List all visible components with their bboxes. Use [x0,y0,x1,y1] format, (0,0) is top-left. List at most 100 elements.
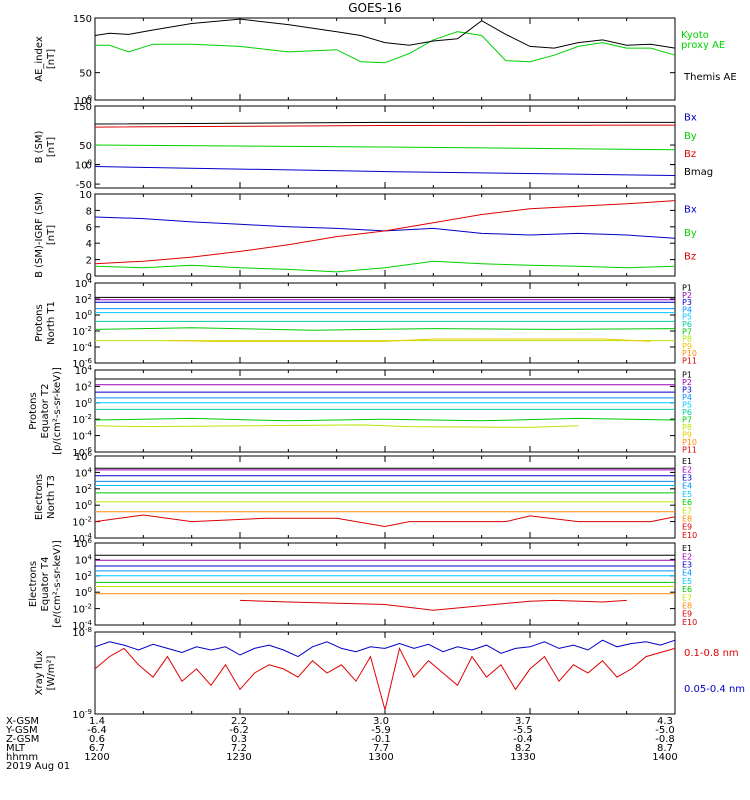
y-tick-label: 104 [75,466,93,479]
legend-label: By [684,131,697,142]
legend-label: E4 [682,482,692,491]
y-tick-label: 0 [86,272,92,283]
footer-row-label: hhmm [6,752,38,763]
legend-label: P9 [682,430,692,439]
y-axis-label: B (SM)-IGRF (SM) [34,192,45,278]
legend-label: Themis AE [683,72,737,83]
legend-label: E1 [682,544,692,553]
legend-label: P2 [682,291,692,300]
footer-row-label: MLT [6,743,26,754]
y-axis-label: Equator T4 [40,557,51,612]
legend-label: P2 [682,378,692,387]
series-line-E9 [94,514,676,528]
y-axis-label: Protons [28,392,39,429]
legend-label: E7 [682,506,692,515]
y-axis-label: B (SM) [34,130,45,163]
y-tick-label: -50 [76,180,92,191]
legend-label: E8 [682,515,692,524]
legend-label: P11 [682,445,697,454]
y-tick-label: 10-6 [72,446,92,459]
y-tick-label: 10-2 [72,516,92,529]
y-tick-label: 102 [75,570,92,583]
y-tick-label: 10-9 [72,708,92,721]
legend-label: P6 [682,408,692,417]
y-axis-label: [nT] [46,49,57,69]
y-tick-label: 102 [75,483,92,496]
series-line-0-1-0-8-nm [94,646,676,711]
y-tick-label: 10-2 [72,603,92,616]
legend-label: P4 [682,393,692,402]
legend-label: E10 [682,618,697,627]
plot-frame [94,369,676,453]
y-tick-label: 100 [75,397,92,410]
footer-value: 1330 [510,752,535,763]
y-tick-label: 150 [73,14,92,25]
orbit-footer: X-GSM 1.4 2.2 3.0 3.7 4.3 Y-GSM -6.4 -6.2 -5.9 -5.… [5,716,678,772]
y-axis-label: [p/(cm²-s-sr-keV)] [52,367,63,455]
legend-label: E9 [682,523,692,532]
footer-value: 0.6 [89,734,105,745]
y-tick-label: 100 [75,309,92,322]
legend-label: E9 [682,610,692,619]
y-tick-label: 10-4 [72,430,92,443]
series-line-Kyoto-proxy-AE [95,31,676,64]
legend-label: proxy AE [681,40,725,51]
y-tick-label: 100 [75,94,92,107]
legend-label: E2 [682,552,692,561]
y-tick-label: 100 [75,586,92,599]
legend-label: P5 [682,313,692,322]
legend-label: E6 [682,585,692,594]
y-tick-label: 4 [86,239,92,250]
y-tick-label: 106 [75,450,93,463]
y-tick-label: 10-4 [72,532,92,545]
y-tick-label: 104 [75,364,93,377]
y-axis-label: Xray flux [34,651,45,696]
footer-value: 3.0 [373,716,389,727]
footer-value: -0.8 [655,734,675,745]
y-axis-label: Protons [34,304,45,341]
footer-value: 4.3 [657,716,673,727]
legend-label: E3 [682,561,692,570]
footer-value: 7.2 [231,743,247,754]
series-line-By [94,144,676,151]
legend-label: E5 [682,577,692,586]
series-line-Bx [94,166,676,176]
footer-value: 1230 [226,752,251,763]
legend-label: 0.1-0.8 nm [684,648,739,659]
panel-bsm: -50 0 50 100 150 B (SM) [nT] Bx By Bz Bmag [34,102,713,191]
plot-frame [94,282,676,364]
series-line-By [94,260,676,273]
legend-label: E5 [682,490,692,499]
legend-label: Bz [684,149,696,160]
y-tick-label: 0 [86,96,92,107]
series-line-Themis-AE [94,18,676,49]
panel-bdiff: 0 2 4 6 8 10 B (SM)-IGRF (SM) [nT] Bx By Bz [34,190,697,283]
y-axis-label: North T3 [46,475,57,519]
series-line-Bmag [94,121,675,125]
footer-value: 1400 [652,752,677,763]
legend-label: Kyoto [681,30,709,41]
legend-label: P10 [682,349,697,358]
legend-label: E3 [682,474,692,483]
panel-electrons-t4: 10-4 10-2 100 102 104 106 Electrons Equator T4[… [28,537,697,632]
legend-label: E2 [682,465,692,474]
y-tick-label: 104 [75,277,93,290]
series-line-P9 [167,338,651,342]
y-axis-label: [W/m²] [46,655,57,690]
y-axis-label: North T1 [46,301,57,345]
footer-value: 8.7 [657,743,673,754]
footer-row-label: X-GSM [6,716,39,727]
chart-title: GOES-16 [348,1,402,15]
footer-row-label: Y-GSM [5,725,38,736]
footer-value: -5.9 [371,725,391,736]
panel-protons-t1: 10-6 10-4 10-2 100 102 104 Protons North T1 P1P2… [34,277,697,370]
legend-label: P3 [682,298,692,307]
y-axis-label: Equator T2 [40,384,51,439]
legend-label: P1 [682,284,692,293]
legend-label: P8 [682,335,692,344]
y-tick-label: 6 [86,223,92,234]
legend-label: P1 [682,371,692,380]
